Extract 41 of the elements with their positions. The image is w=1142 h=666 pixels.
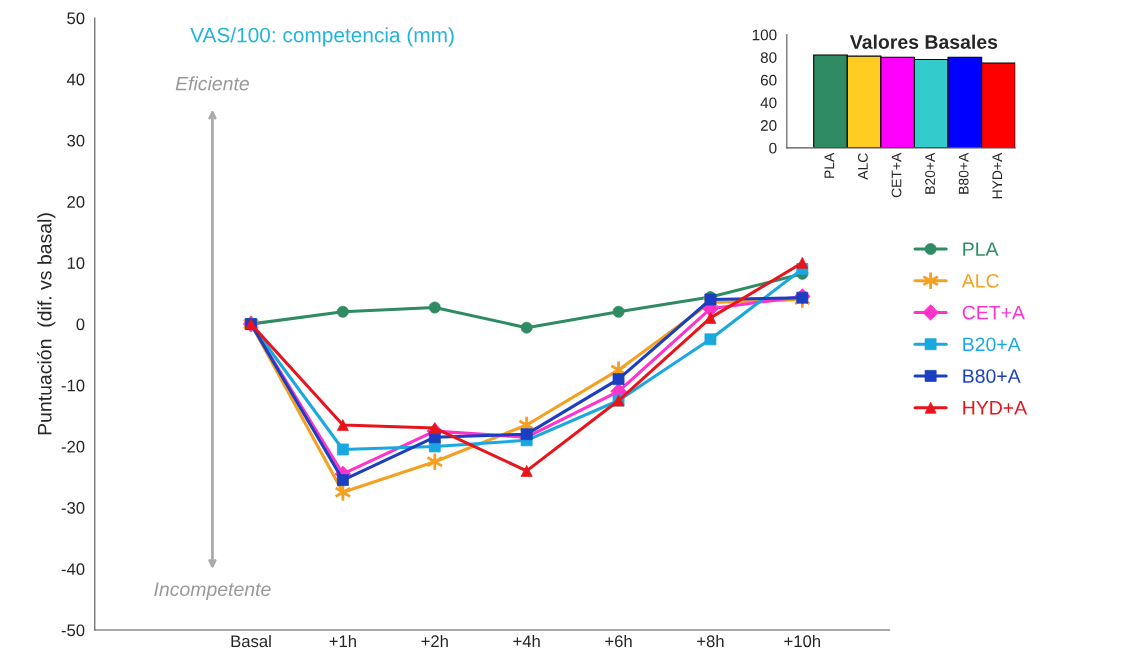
- x-tick-label: +2h: [421, 634, 448, 647]
- y-tick-label: 60: [760, 74, 777, 86]
- y-tick-label: 40: [760, 97, 777, 109]
- y-tick-label: 30: [67, 134, 85, 147]
- y-tick-label: -20: [61, 440, 85, 453]
- x-tick-label: B20+A: [925, 152, 935, 194]
- x-tick-label: ALC: [857, 153, 868, 180]
- legend-label: PLA: [963, 242, 999, 256]
- x-tick-label: +4h: [513, 634, 540, 647]
- y-tick-label: -40: [61, 563, 85, 576]
- y-tick-label: -10: [61, 379, 85, 392]
- x-tick-label: +6h: [605, 634, 632, 648]
- annotation: Incompetente: [154, 582, 271, 600]
- legend-label: HYD+A: [963, 401, 1028, 415]
- y-tick-label: 40: [66, 73, 85, 86]
- x-tick-label: +8h: [697, 634, 724, 648]
- y-tick-label: 80: [760, 52, 777, 63]
- x-tick-label: HYD+A: [992, 152, 1003, 199]
- y-axis-title: Puntuación (dif. vs basal): [37, 213, 56, 435]
- legend-label: B20+A: [963, 337, 1021, 352]
- y-tick-label: 20: [760, 120, 777, 131]
- x-tick-label: CET+A: [891, 152, 902, 198]
- chart-title: Valores Basales: [849, 34, 998, 49]
- x-tick-label: B80+A: [958, 152, 969, 194]
- x-tick-label: PLA: [824, 152, 835, 178]
- y-tick-label: 10: [67, 257, 85, 270]
- legend-label: CET+A: [962, 305, 1025, 320]
- x-tick-label: +10h: [784, 634, 821, 648]
- x-tick-label: +1h: [329, 634, 356, 647]
- y-tick-label: 20: [67, 196, 85, 208]
- y-tick-label: 0: [769, 142, 777, 154]
- y-tick-label: 0: [76, 318, 85, 331]
- y-tick-label: 100: [752, 29, 777, 41]
- annotation: Eficiente: [175, 76, 249, 91]
- y-tick-label: 50: [67, 12, 85, 25]
- legend-label: B80+A: [963, 369, 1021, 383]
- y-tick-label: -50: [61, 624, 85, 637]
- legend-label: ALC: [961, 273, 999, 288]
- x-tick-label: Basal: [231, 634, 271, 648]
- y-tick-label: -30: [61, 502, 85, 514]
- chart-title: VAS/100: competencia (mm): [190, 27, 454, 47]
